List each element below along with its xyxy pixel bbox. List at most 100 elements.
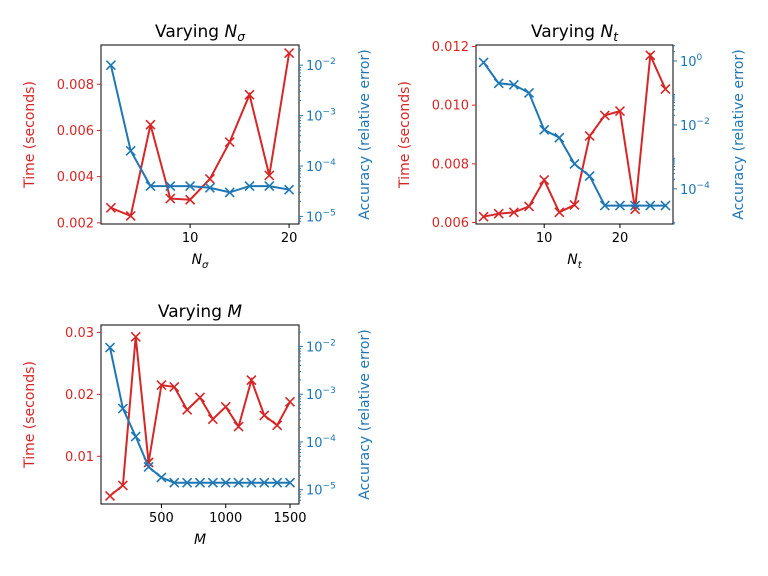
time-point [104, 490, 116, 502]
time-point [660, 83, 671, 95]
subplot-1: Varying Nσ 10 20 Nσ 0.002 0.004 0.006 0.008 Time… [22, 22, 373, 271]
accuracy-point [182, 477, 193, 488]
y-left-tick-label: 0.006 [57, 124, 94, 139]
accuracy-point [645, 200, 656, 211]
x-tick-label: 10 [536, 231, 553, 246]
y-left-axis-label: Time (seconds) [397, 81, 413, 189]
y-left-tick-label: 0.01 [65, 450, 94, 465]
y-right-tick-label: 10−4 [306, 434, 336, 451]
accuracy-point [259, 477, 270, 488]
plot-frame [475, 44, 674, 225]
time-point [569, 199, 580, 210]
accuracy-point [539, 124, 550, 135]
y-left-tick-label: 0.008 [57, 78, 94, 93]
accuracy-point [614, 200, 626, 211]
x-tick-label: 20 [281, 231, 298, 246]
time-series-line [483, 51, 667, 218]
time-point [478, 211, 489, 222]
time-point [207, 414, 218, 425]
time-point [284, 396, 296, 407]
subplot-3: Varying M 500 1000 1500 M 0.01 0.02 0.03 Time (s… [22, 302, 373, 548]
y-left-axis-label: Time (seconds) [22, 81, 38, 189]
accuracy-point [660, 200, 671, 211]
time-point [204, 173, 215, 185]
time-point [508, 207, 519, 218]
time-point [284, 48, 295, 59]
x-tick-label: 1500 [273, 511, 306, 526]
time-point [224, 136, 235, 148]
accuracy-point [523, 87, 535, 99]
y-left-tick-label: 0.004 [57, 170, 94, 185]
time-point [244, 89, 255, 100]
x-tick-label: 20 [612, 231, 629, 246]
time-point [220, 401, 231, 412]
x-tick-label: 1000 [209, 511, 242, 526]
time-point [185, 194, 196, 205]
chart-title: Varying M [158, 302, 242, 322]
y-left-tick-label: 0.002 [57, 216, 94, 231]
accuracy-point [493, 78, 504, 89]
time-point [272, 420, 283, 431]
accuracy-point [125, 145, 136, 156]
accuracy-point [224, 187, 235, 198]
time-point [493, 208, 504, 219]
accuracy-point [284, 477, 296, 488]
x-axis-label: M [194, 532, 206, 548]
y-left-tick-label: 0.006 [432, 216, 469, 231]
y-right-axis-label: Accuracy (relative error) [357, 329, 373, 499]
accuracy-point [478, 57, 489, 68]
y-right-tick-label: 10−2 [680, 117, 710, 134]
time-point [599, 110, 610, 121]
accuracy-point [185, 181, 196, 192]
y-right-tick-label: 10−4 [306, 158, 336, 175]
time-point [169, 381, 180, 393]
accuracy-point [117, 403, 128, 414]
x-tick-label: 10 [182, 231, 199, 246]
accuracy-point [145, 181, 156, 192]
time-point [125, 210, 136, 221]
y-right-tick-label: 10−2 [306, 57, 336, 74]
y-right-axis-label: Accuracy (relative error) [357, 49, 373, 219]
plot-frame [100, 324, 300, 505]
y-right-tick-label: 10−4 [680, 181, 710, 198]
time-point [130, 331, 141, 342]
time-point [259, 410, 270, 421]
accuracy-point [220, 477, 231, 488]
x-axis-label: Nt [567, 252, 582, 271]
x-tick-label: 500 [149, 511, 174, 526]
y-left-tick-label: 0.03 [65, 326, 94, 341]
chart-title: Varying Nσ [155, 22, 246, 44]
accuracy-point [104, 342, 116, 353]
y-left-tick-label: 0.012 [432, 40, 469, 55]
y-right-axis-label: Accuracy (relative error) [731, 49, 747, 219]
accuracy-point [599, 200, 610, 211]
time-point [117, 480, 128, 491]
accuracy-point [105, 60, 116, 71]
accuracy-point [204, 182, 215, 193]
accuracy-point [207, 477, 218, 488]
time-point [614, 105, 626, 117]
time-point [182, 404, 193, 415]
time-point [539, 174, 550, 186]
y-left-tick-label: 0.008 [432, 157, 469, 172]
time-series-line [110, 52, 291, 218]
time-point [105, 202, 116, 213]
accuracy-point [264, 181, 275, 192]
accuracy-point [246, 477, 257, 488]
accuracy-point [169, 477, 180, 488]
y-right-tick-label: 10−3 [306, 386, 336, 403]
accuracy-point [284, 184, 295, 195]
accuracy-point [143, 461, 154, 472]
time-point [523, 201, 535, 212]
y-left-tick-label: 0.02 [65, 388, 94, 403]
chart-title: Varying Nt [531, 22, 619, 44]
accuracy-point [130, 431, 141, 442]
y-left-tick-label: 0.010 [432, 99, 469, 114]
time-point [645, 50, 656, 61]
accuracy-point [272, 477, 283, 488]
y-right-tick-label: 100 [680, 53, 703, 70]
accuracy-point [630, 200, 641, 211]
time-point [246, 375, 257, 386]
accuracy-point [508, 79, 519, 90]
y-right-tick-label: 10−3 [306, 108, 336, 125]
